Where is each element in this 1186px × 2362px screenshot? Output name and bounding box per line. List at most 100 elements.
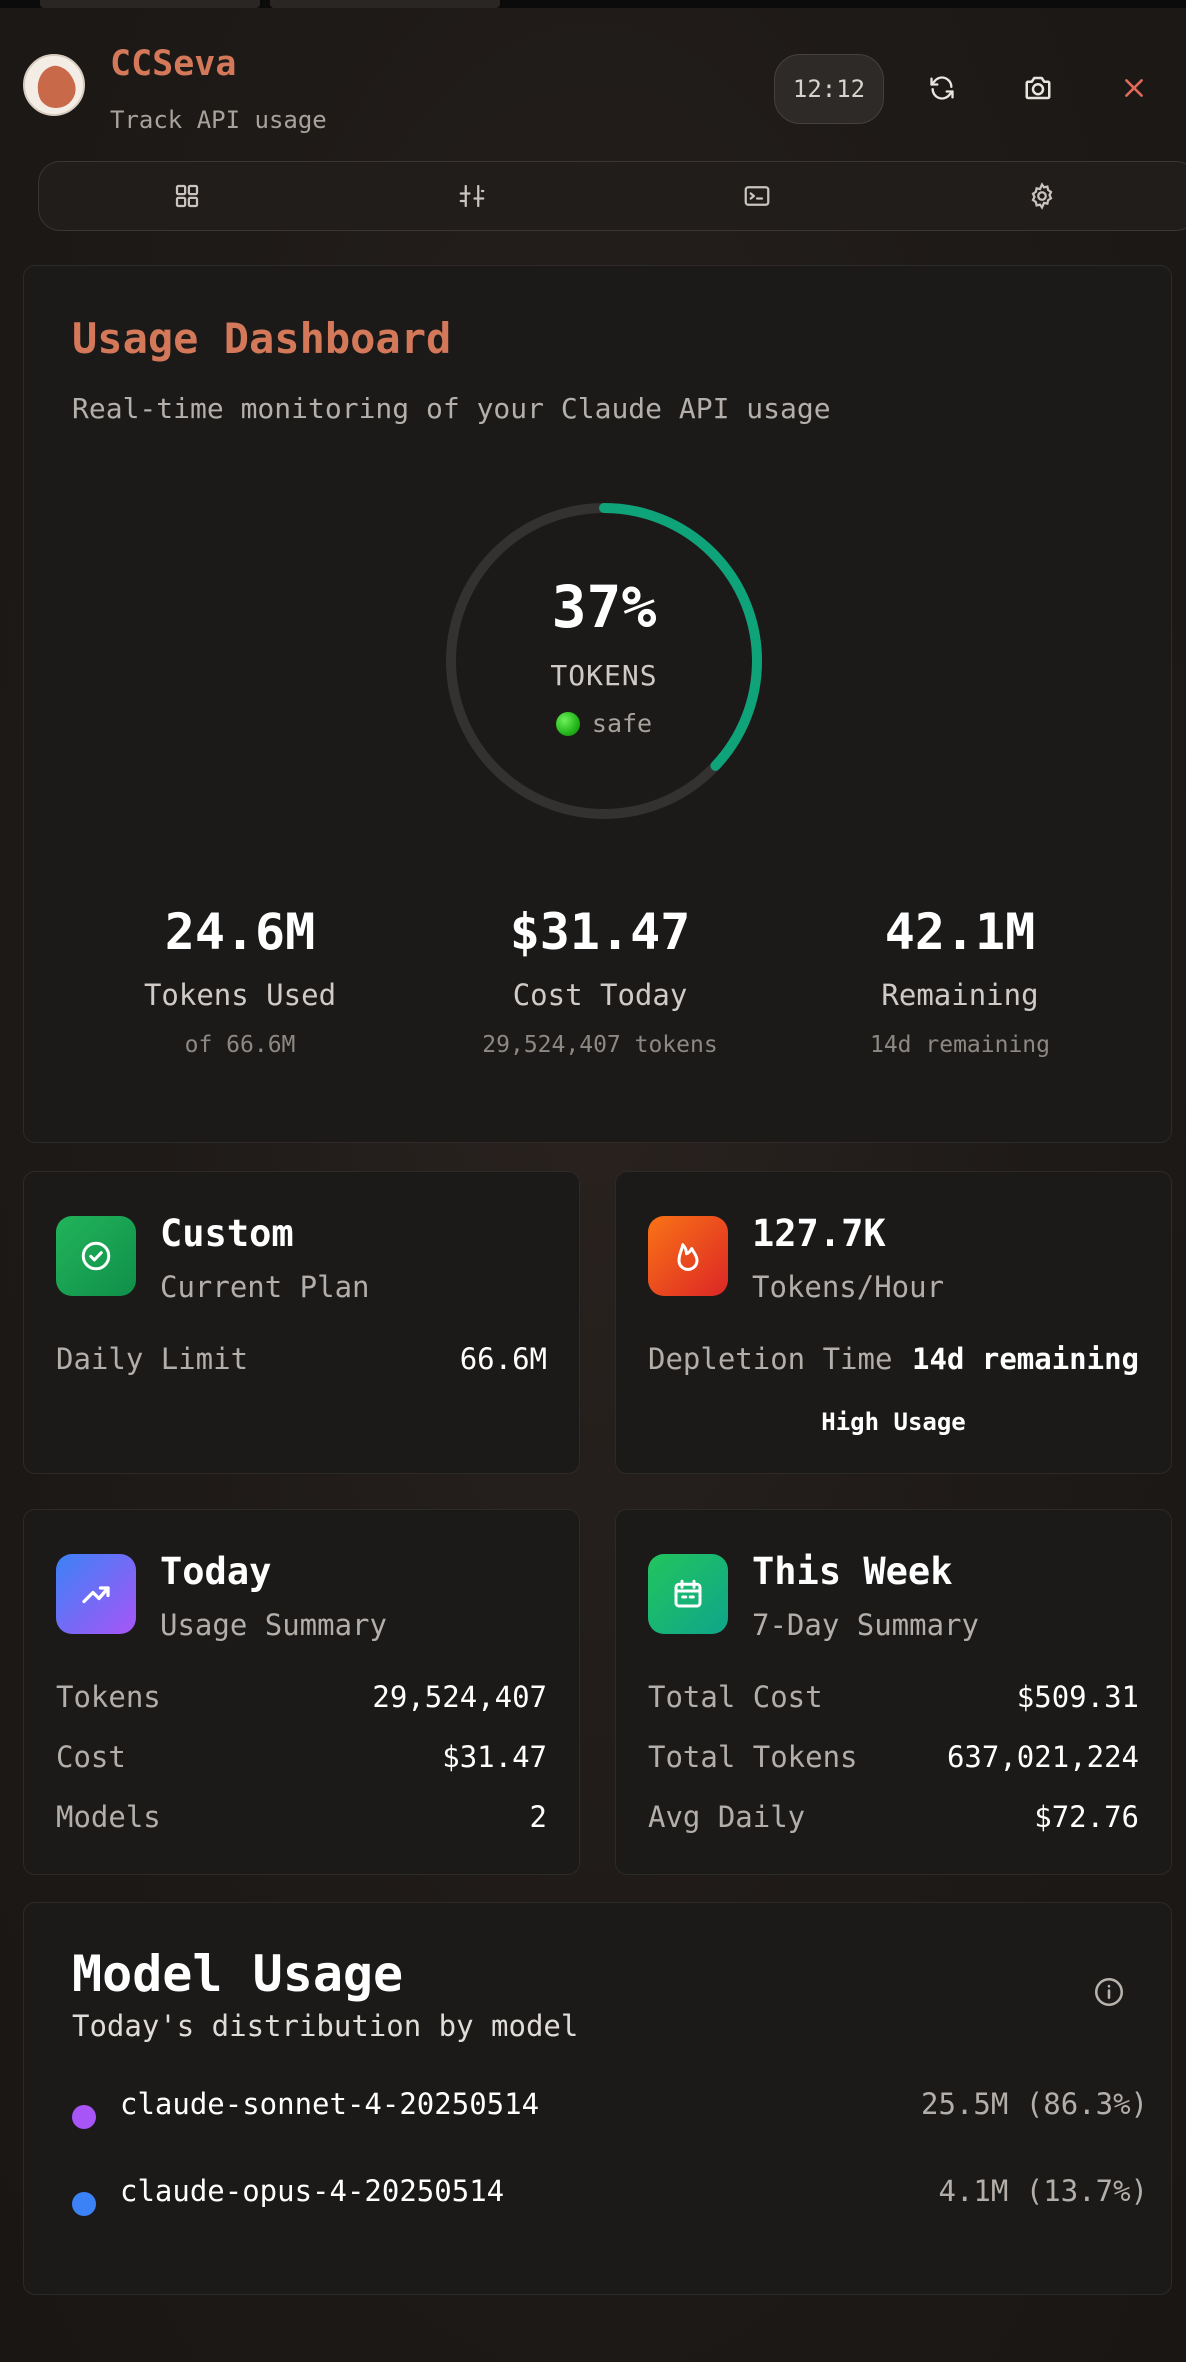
- stat-sub: of 66.6M: [184, 1032, 296, 1058]
- dashboard-title: Usage Dashboard: [72, 314, 452, 363]
- model-name: claude-opus-4-20250514: [120, 2174, 505, 2208]
- app-logo: [23, 54, 85, 116]
- row-value: 637,021,224: [946, 1740, 1139, 1774]
- row-value: $31.47: [442, 1740, 547, 1774]
- model-name: claude-sonnet-4-20250514: [120, 2087, 540, 2121]
- model-usage-title: Model Usage: [72, 1945, 404, 2003]
- today-icon-box: [56, 1554, 136, 1634]
- rate-icon-box: [648, 1216, 728, 1296]
- tab-analytics[interactable]: [452, 176, 492, 216]
- stat-sub: 14d remaining: [869, 1032, 1050, 1058]
- tab-bar: [38, 161, 1186, 231]
- info-icon[interactable]: [1092, 1975, 1126, 2009]
- model-row: claude-sonnet-4-20250514 25.5M (86.3%): [72, 2087, 1148, 2131]
- row-value: 66.6M: [459, 1342, 547, 1376]
- gauge-percent: 37%: [551, 573, 657, 641]
- week-title: This Week: [752, 1550, 953, 1593]
- check-circle-icon: [81, 1241, 111, 1271]
- today-subtitle: Usage Summary: [160, 1608, 387, 1642]
- stat-remaining: 42.1M Remaining 14d remaining: [790, 896, 1130, 1058]
- current-plan-card: Custom Current Plan Daily Limit 66.6M: [23, 1171, 580, 1474]
- today-title: Today: [160, 1550, 272, 1593]
- plan-icon-box: [56, 1216, 136, 1296]
- row-value: 29,524,407: [372, 1680, 547, 1714]
- stat-label: Remaining: [881, 978, 1039, 1012]
- token-rate-card: 127.7K Tokens/Hour Depletion Time 14d re…: [615, 1171, 1172, 1474]
- rate-title: 127.7K: [752, 1212, 886, 1255]
- row-value: $509.31: [1016, 1680, 1139, 1714]
- week-summary-card: This Week 7-Day Summary Total Cost $509.…: [615, 1509, 1172, 1875]
- row-value: 2: [529, 1800, 547, 1834]
- plan-title: Custom: [160, 1212, 294, 1255]
- browser-tab[interactable]: [270, 0, 500, 8]
- today-row-cost: Cost $31.47: [56, 1740, 547, 1774]
- row-key: Depletion Time: [648, 1342, 893, 1376]
- model-usage-subtitle: Today's distribution by model: [72, 2009, 579, 2043]
- flame-icon: [677, 1243, 699, 1271]
- high-usage-badge: High Usage: [821, 1408, 966, 1436]
- refresh-button[interactable]: [920, 66, 964, 110]
- week-row-total-tokens: Total Tokens 637,021,224: [648, 1740, 1139, 1774]
- stat-value: 42.1M: [884, 903, 1036, 961]
- gauge-progress-arc: [446, 503, 762, 819]
- model-color-dot: [72, 2105, 96, 2129]
- week-row-total-cost: Total Cost $509.31: [648, 1680, 1139, 1714]
- model-color-dot: [72, 2192, 96, 2216]
- tab-settings[interactable]: [1022, 176, 1062, 216]
- analytics-icon: [459, 184, 485, 208]
- token-usage-gauge: [446, 503, 762, 819]
- window-top-strip: [0, 0, 1186, 8]
- model-usage-card: Model Usage Today's distribution by mode…: [23, 1902, 1172, 2295]
- rate-row-depletion: Depletion Time 14d remaining: [648, 1342, 1139, 1376]
- gauge-status-text: safe: [591, 709, 653, 738]
- today-summary-card: Today Usage Summary Tokens 29,524,407 Co…: [23, 1509, 580, 1875]
- usage-dashboard-card: Usage Dashboard Real-time monitoring of …: [23, 265, 1172, 1143]
- tab-terminal[interactable]: [737, 176, 777, 216]
- model-value: 4.1M (13.7%): [938, 2174, 1148, 2208]
- close-button[interactable]: [1112, 66, 1156, 110]
- stat-sub: 29,524,407 tokens: [482, 1032, 718, 1058]
- row-key: Total Cost: [648, 1680, 823, 1714]
- row-key: Avg Daily: [648, 1800, 806, 1834]
- stat-value: 24.6M: [164, 903, 316, 961]
- stat-value: $31.47: [509, 903, 691, 961]
- browser-tab[interactable]: [40, 0, 260, 8]
- stat-cost-today: $31.47 Cost Today 29,524,407 tokens: [430, 896, 770, 1058]
- tab-dashboard[interactable]: [167, 176, 207, 216]
- plan-subtitle: Current Plan: [160, 1270, 370, 1304]
- app-window: CCSeva Track API usage 12:12: [0, 8, 1186, 2362]
- stat-label: Cost Today: [512, 978, 688, 1012]
- row-key: Total Tokens: [648, 1740, 858, 1774]
- refresh-icon: [930, 76, 954, 100]
- app-title: CCSeva: [110, 44, 237, 84]
- terminal-icon: [744, 186, 770, 206]
- stat-label: Tokens Used: [143, 978, 337, 1012]
- plan-row-daily-limit: Daily Limit 66.6M: [56, 1342, 547, 1376]
- header: CCSeva Track API usage 12:12: [0, 8, 1186, 160]
- week-icon-box: [648, 1554, 728, 1634]
- model-value: 25.5M (86.3%): [921, 2087, 1148, 2121]
- time-display: 12:12: [774, 54, 884, 124]
- stat-tokens-used: 24.6M Tokens Used of 66.6M: [70, 896, 410, 1058]
- today-row-tokens: Tokens 29,524,407: [56, 1680, 547, 1714]
- close-icon: [1125, 79, 1143, 97]
- rate-subtitle: Tokens/Hour: [752, 1270, 945, 1304]
- dashboard-subtitle: Real-time monitoring of your Claude API …: [72, 392, 831, 425]
- row-value: $72.76: [1034, 1800, 1139, 1834]
- camera-icon: [1025, 76, 1051, 100]
- model-row: claude-opus-4-20250514 4.1M (13.7%): [72, 2174, 1148, 2218]
- row-value: 14d remaining: [912, 1342, 1139, 1376]
- gauge-status: safe: [439, 709, 769, 738]
- week-row-avg-daily: Avg Daily $72.76: [648, 1800, 1139, 1834]
- trending-up-icon: [82, 1586, 110, 1604]
- screenshot-button[interactable]: [1016, 66, 1060, 110]
- row-key: Tokens: [56, 1680, 161, 1714]
- calendar-icon: [674, 1579, 702, 1608]
- gauge-label: TOKENS: [550, 659, 658, 692]
- today-row-models: Models 2: [56, 1800, 547, 1834]
- status-dot-icon: [555, 711, 580, 736]
- row-key: Cost: [56, 1740, 126, 1774]
- app-subtitle: Track API usage: [110, 106, 327, 134]
- row-key: Models: [56, 1800, 161, 1834]
- week-subtitle: 7-Day Summary: [752, 1608, 979, 1642]
